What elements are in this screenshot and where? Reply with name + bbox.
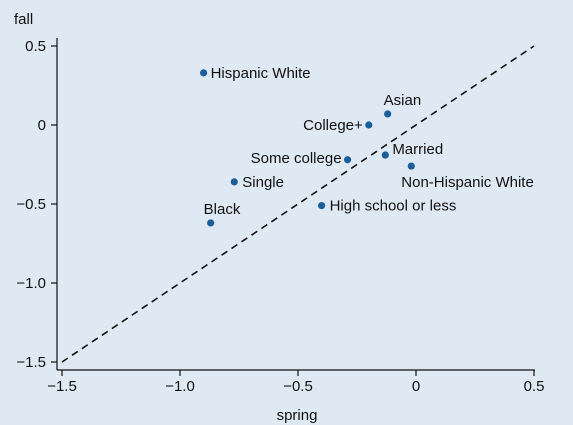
x-axis-title: spring bbox=[277, 407, 318, 424]
data-point bbox=[207, 219, 215, 227]
x-tick-label: −1.5 bbox=[47, 378, 77, 395]
data-point bbox=[407, 162, 415, 170]
x-tick-label: 0 bbox=[412, 378, 420, 395]
x-tick-label: −1.0 bbox=[165, 378, 195, 395]
data-point-label: Black bbox=[204, 201, 241, 218]
data-point bbox=[384, 110, 392, 118]
reference-diagonal-line bbox=[61, 45, 535, 363]
data-point-label: Married bbox=[392, 141, 443, 158]
y-axis-title: fall bbox=[14, 11, 33, 28]
x-tick-label: −0.5 bbox=[283, 378, 313, 395]
data-point-label: Single bbox=[242, 174, 284, 191]
y-tick-label: −1.0 bbox=[16, 275, 46, 292]
y-tick-label: −1.5 bbox=[16, 354, 46, 371]
ticks: −1.5 −1.0 −0.5 0 0.5 −1.5 −1.0 −0.5 0 0.5 bbox=[16, 38, 544, 395]
data-point-label: Hispanic White bbox=[211, 65, 311, 82]
data-point bbox=[318, 201, 326, 210]
data-point bbox=[381, 151, 389, 159]
axes bbox=[56, 38, 535, 371]
y-tick-label: −0.5 bbox=[16, 196, 46, 213]
data-point-label: College+ bbox=[303, 117, 363, 134]
data-point-label: Non-Hispanic White bbox=[401, 174, 534, 191]
y-tick-label: 0.5 bbox=[25, 38, 46, 55]
data-point bbox=[343, 156, 352, 164]
data-point-label: Asian bbox=[384, 92, 422, 109]
data-points: Hispanic White Asian College+ Some college M… bbox=[200, 65, 534, 227]
data-point bbox=[200, 69, 208, 77]
x-tick-label: 0.5 bbox=[524, 378, 545, 395]
data-point bbox=[230, 178, 238, 186]
data-point bbox=[365, 121, 373, 129]
y-tick-label: 0 bbox=[38, 117, 46, 134]
data-point-label: High school or less bbox=[330, 198, 457, 215]
data-point-label: Some college bbox=[251, 150, 342, 167]
